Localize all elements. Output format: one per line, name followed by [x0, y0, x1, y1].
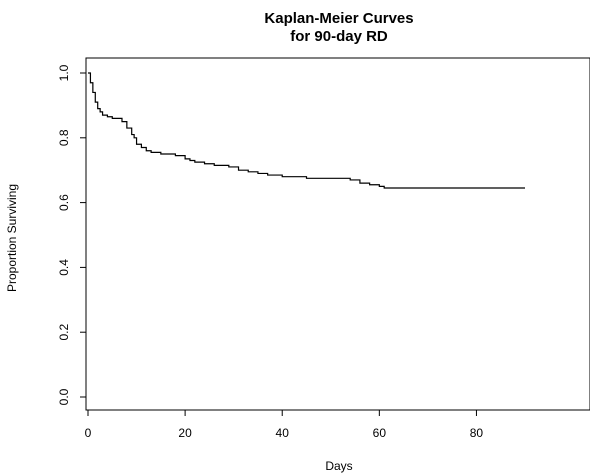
y-axis-label: Proportion Surviving [5, 184, 19, 292]
chart-title-line-2: for 90-day RD [290, 28, 388, 45]
x-axis-label: Days [325, 459, 352, 473]
y-tick-label: 0.8 [57, 129, 71, 146]
y-tick-label: 1.0 [57, 64, 71, 81]
survival-curve [88, 72, 525, 189]
y-tick-label: 0.2 [57, 324, 71, 341]
plot-frame [85, 57, 590, 411]
x-tick-label: 80 [470, 426, 484, 440]
y-tick-label: 0.4 [57, 259, 71, 276]
y-tick-label: 0.6 [57, 194, 71, 211]
y-tick-label: 0.0 [57, 388, 71, 405]
x-tick-label: 40 [276, 426, 290, 440]
x-tick-label: 0 [85, 426, 92, 440]
chart-title-line-1: Kaplan-Meier Curves [264, 10, 413, 27]
x-tick-label: 20 [178, 426, 192, 440]
series-layer [88, 72, 525, 189]
y-axis: 0.0 0.2 0.4 0.6 0.8 1.0 [57, 64, 86, 405]
x-tick-label: 60 [373, 426, 387, 440]
x-axis: 0 20 40 60 80 [85, 410, 484, 440]
